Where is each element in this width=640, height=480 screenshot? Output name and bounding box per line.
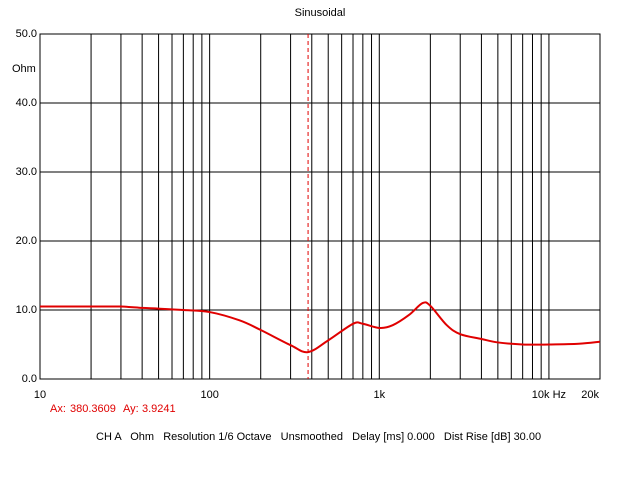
y-tick-label: 0.0 [22, 373, 37, 385]
x-tick-label: 20k [581, 389, 599, 401]
y-unit: Ohm [12, 63, 36, 75]
x-tick-label: 10k Hz [532, 389, 566, 401]
chart-title: Sinusoidal [295, 7, 346, 19]
y-tick-label: 30.0 [16, 166, 37, 178]
x-tick-label: 100 [200, 389, 218, 401]
cursor-y-value: 3.9241 [142, 403, 176, 415]
x-tick-label: 1k [373, 389, 385, 401]
plot-frame [39, 33, 601, 380]
cursor-y-label: Ay: [123, 403, 139, 415]
y-tick-label: 40.0 [16, 97, 37, 109]
cursor-x-label: Ax: [50, 403, 66, 415]
cursor-x-value: 380.3609 [70, 403, 116, 415]
status-line: CH A Ohm Resolution 1/6 Octave Unsmoothe… [96, 431, 541, 443]
y-tick-label: 20.0 [16, 235, 37, 247]
impedance-line [39, 301, 601, 354]
y-tick-label: 50.0 [16, 28, 37, 40]
y-tick-label: 10.0 [16, 304, 37, 316]
x-tick-label: 10 [34, 389, 46, 401]
